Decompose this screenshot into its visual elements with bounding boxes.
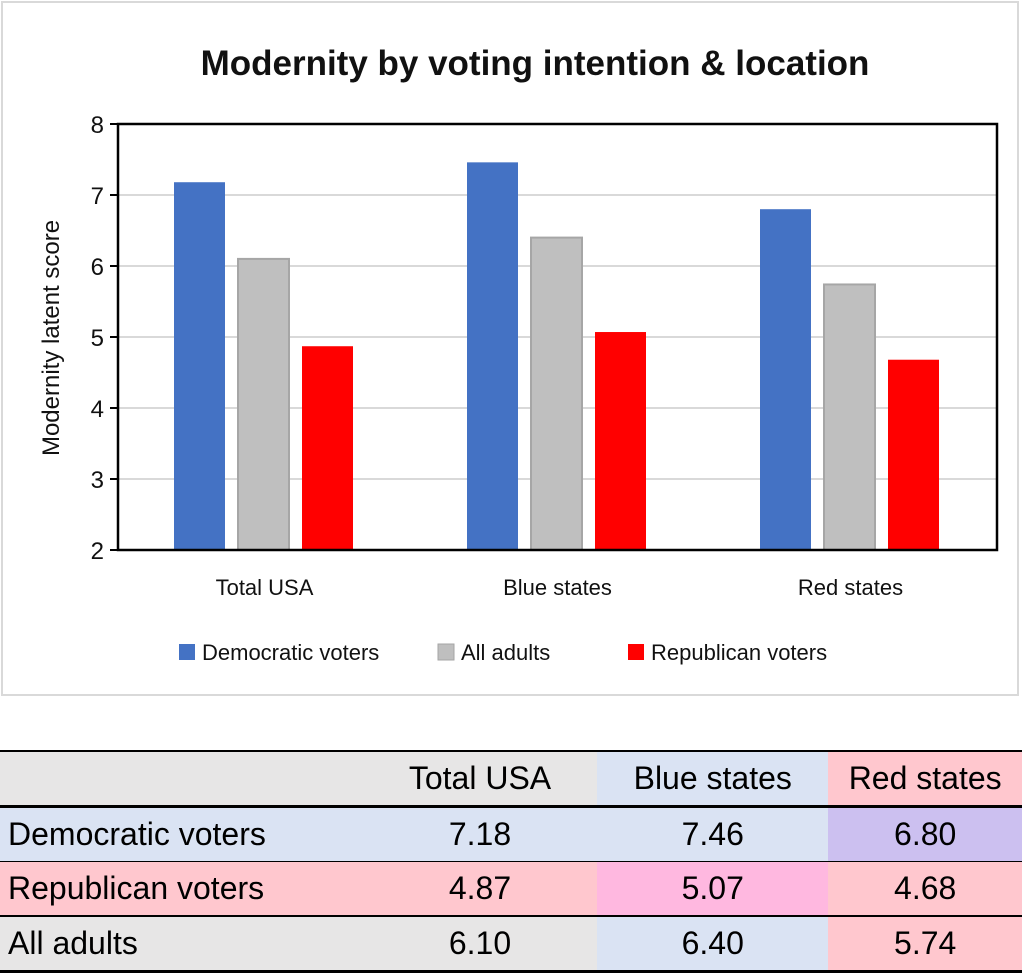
table-cell: 6.80	[828, 806, 1022, 862]
legend-label: All adults	[461, 640, 550, 665]
chart-frame: Modernity by voting intention & location…	[1, 1, 1019, 696]
table-header-cell	[0, 751, 363, 808]
y-tick-label: 4	[91, 396, 104, 423]
table-cell: 6.40	[597, 916, 829, 973]
y-tick-label: 2	[91, 538, 104, 565]
x-tick-label: Total USA	[216, 575, 314, 600]
y-tick-label: 7	[91, 183, 104, 210]
y-tick-label: 5	[91, 325, 104, 352]
table-header-cell: Total USA	[362, 751, 598, 808]
table-cell: 4.87	[362, 861, 598, 917]
data-table: Total USA Blue states Red states Democrati…	[0, 750, 1022, 973]
bar-all-adults	[530, 236, 583, 551]
table-cell: 7.46	[597, 806, 829, 862]
y-axis-label: Modernity latent score	[38, 220, 65, 456]
table-cell: 4.68	[828, 861, 1022, 917]
row-label: All adults	[0, 916, 363, 973]
legend-label: Republican voters	[651, 640, 827, 665]
legend-swatch	[179, 644, 195, 660]
table-cell: 6.10	[362, 916, 598, 973]
legend-label: Democratic voters	[202, 640, 379, 665]
bar-democratic-voters	[174, 182, 225, 550]
x-tick-label: Red states	[798, 575, 903, 600]
legend-swatch	[628, 644, 644, 660]
plot-area-border	[116, 122, 999, 552]
chart-title: Modernity by voting intention & location	[201, 44, 870, 83]
table-header-cell: Blue states	[597, 751, 829, 808]
table-row: All adults 6.10 6.40 5.74	[0, 916, 1022, 973]
x-tick-label: Blue states	[503, 575, 612, 600]
y-tick-label: 3	[91, 467, 104, 494]
bar-all-adults	[823, 283, 876, 551]
bar-republican-voters	[302, 346, 353, 550]
row-label: Republican voters	[0, 861, 363, 917]
table-cell: 5.07	[597, 861, 829, 917]
bar-democratic-voters	[760, 209, 811, 550]
legend-swatch	[437, 643, 455, 661]
y-tick-label: 6	[91, 254, 104, 281]
row-label: Democratic voters	[0, 806, 363, 862]
table-cell: 5.74	[828, 916, 1022, 973]
y-tick-label: 8	[91, 112, 104, 139]
table-header-cell: Red states	[828, 751, 1022, 808]
table-row: Democratic voters 7.18 7.46 6.80	[0, 806, 1022, 862]
bar-republican-voters	[888, 359, 939, 550]
table-cell: 7.18	[362, 806, 598, 862]
bar-chart: Modernity by voting intention & location…	[38, 44, 999, 665]
table-row: Republican voters 4.87 5.07 4.68	[0, 861, 1022, 917]
bar-all-adults	[237, 257, 290, 551]
bar-republican-voters	[595, 332, 646, 550]
table-header-row: Total USA Blue states Red states	[0, 751, 1022, 808]
bar-democratic-voters	[467, 162, 518, 550]
